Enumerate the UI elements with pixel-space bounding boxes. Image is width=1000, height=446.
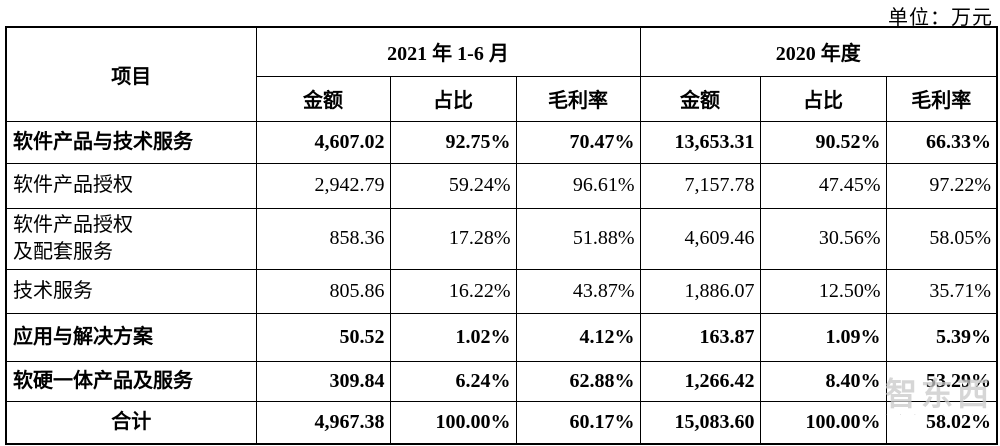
value-cell: 50.52 [255,312,391,362]
item-cell: 软件产品授权 [5,162,257,209]
value-cell: 4,607.02 [255,120,391,164]
table-row: 合计 4,967.38 100.00% 60.17% 15,083.60 100.00% 5… [5,400,998,445]
table-body: 软件产品与技术服务 4,607.02 92.75% 70.47% 13,653.31 90… [5,120,998,445]
margin-header-2020: 毛利率 [885,75,998,122]
value-cell: 16.22% [389,268,517,314]
header-group-row: 项目 2021 年 1-6 月 2020 年度 [5,26,998,122]
amount-header-2021: 金额 [255,75,391,122]
value-cell: 97.22% [885,162,998,209]
value-cell: 17.28% [389,207,517,270]
value-cell: 43.87% [515,268,641,314]
period-header-2021: 2021 年 1-6 月 [255,26,641,77]
value-cell: 805.86 [255,268,391,314]
item-cell: 技术服务 [5,268,257,314]
item-cell: 合计 [5,400,257,445]
value-cell: 35.71% [885,268,998,314]
margin-header-2021: 毛利率 [515,75,641,122]
value-cell: 60.17% [515,400,641,445]
value-cell: 15,083.60 [639,400,761,445]
value-cell: 4,967.38 [255,400,391,445]
value-cell: 2,942.79 [255,162,391,209]
value-cell: 51.88% [515,207,641,270]
table-row: 技术服务 805.86 16.22% 43.87% 1,886.07 12.50% 35.7… [5,268,998,314]
period-header-2020: 2020 年度 [639,26,998,77]
value-cell: 163.87 [639,312,761,362]
value-cell: 858.36 [255,207,391,270]
value-cell: 1.09% [759,312,887,362]
value-cell: 62.88% [515,360,641,402]
value-cell: 13,653.31 [639,120,761,164]
value-cell: 1.02% [389,312,517,362]
value-cell: 12.50% [759,268,887,314]
header-sub-row: 金额 占比 毛利率 金额 占比 毛利率 [6,75,998,122]
item-cell: 软件产品授权 及配套服务 [5,207,257,270]
value-cell: 4.12% [515,312,641,362]
value-cell: 30.56% [759,207,887,270]
value-cell: 100.00% [759,400,887,445]
item-cell: 软件产品与技术服务 [5,120,257,164]
table-row: 软件产品授权 2,942.79 59.24% 96.61% 7,157.78 47.45%… [5,162,998,209]
table-header: 项目 2021 年 1-6 月 2020 年度 金额 占比 毛利率 金额 占比 … [5,26,998,122]
value-cell: 70.47% [515,120,641,164]
table-row: 软件产品授权 及配套服务 858.36 17.28% 51.88% 4,609.46 30… [5,207,998,270]
share-header-2021: 占比 [389,75,517,122]
table-row: 应用与解决方案 50.52 1.02% 4.12% 163.87 1.09% 5.39% [5,312,998,362]
item-column-header: 项目 [5,26,257,122]
value-cell: 5.39% [885,312,998,362]
value-cell: 6.24% [389,360,517,402]
share-header-2020: 占比 [759,75,887,122]
value-cell: 309.84 [255,360,391,402]
value-cell: 92.75% [389,120,517,164]
table-row: 软件产品与技术服务 4,607.02 92.75% 70.47% 13,653.31 90… [5,120,998,164]
value-cell: 96.61% [515,162,641,209]
value-cell: 7,157.78 [639,162,761,209]
value-cell: 90.52% [759,120,887,164]
value-cell: 1,266.42 [639,360,761,402]
value-cell: 1,886.07 [639,268,761,314]
table-row: 软硬一体产品及服务 309.84 6.24% 62.88% 1,266.42 8.40% 5… [5,360,998,402]
value-cell: 100.00% [389,400,517,445]
item-cell: 应用与解决方案 [5,312,257,362]
value-cell: 59.24% [389,162,517,209]
amount-header-2020: 金额 [639,75,761,122]
value-cell: 8.40% [759,360,887,402]
item-cell: 软硬一体产品及服务 [5,360,257,402]
value-cell: 58.05% [885,207,998,270]
value-cell: 4,609.46 [639,207,761,270]
unit-label: 单位：万元 [888,7,993,29]
value-cell: 58.02% [885,400,998,445]
financial-table: 项目 2021 年 1-6 月 2020 年度 金额 占比 毛利率 金额 占比 … [5,26,999,445]
value-cell: 53.29% [885,360,998,402]
value-cell: 47.45% [759,162,887,209]
value-cell: 66.33% [885,120,998,164]
